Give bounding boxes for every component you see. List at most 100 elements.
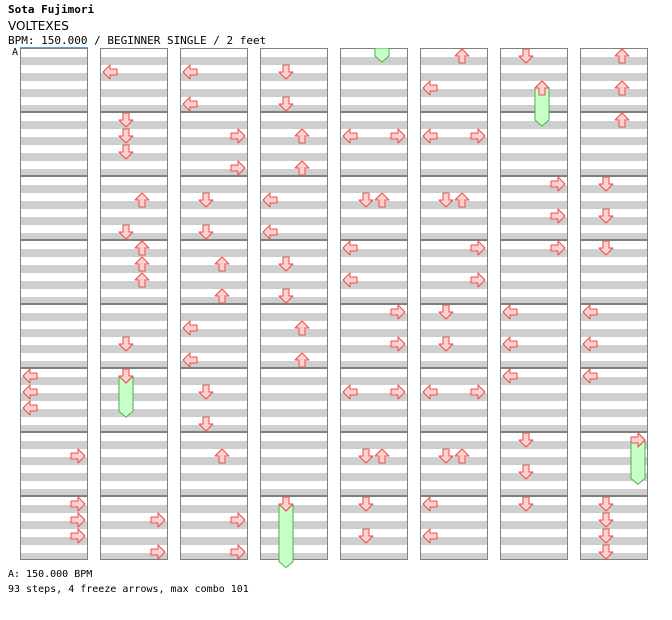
- step-arrow-left-icon: [342, 384, 358, 400]
- measure-box: [340, 368, 408, 432]
- step-arrow-left-icon: [342, 128, 358, 144]
- step-arrow-right-icon: [470, 128, 486, 144]
- step-arrow-right-icon: [390, 384, 406, 400]
- step-arrow-left-icon: [422, 80, 438, 96]
- step-arrow-down-icon: [358, 192, 374, 208]
- step-arrow-up-icon: [374, 448, 390, 464]
- step-arrow-right-icon: [550, 208, 566, 224]
- step-arrow-down-icon: [598, 512, 614, 528]
- step-arrow-right-icon: [390, 128, 406, 144]
- step-arrow-up-icon: [134, 256, 150, 272]
- step-arrow-down-icon: [598, 240, 614, 256]
- measure-box: [580, 176, 648, 240]
- measure-box: [20, 176, 88, 240]
- step-arrow-right-icon: [550, 176, 566, 192]
- artist-name: Sota Fujimori: [8, 3, 95, 16]
- measure-box: [180, 368, 248, 432]
- step-arrow-up-icon: [614, 80, 630, 96]
- step-arrow-left-icon: [502, 304, 518, 320]
- step-arrow-left-icon: [262, 224, 278, 240]
- step-arrow-up-icon: [454, 448, 470, 464]
- measure-box: [420, 48, 488, 112]
- step-arrow-left-icon: [182, 64, 198, 80]
- step-arrow-down-icon: [518, 496, 534, 512]
- measure-box: [500, 48, 568, 112]
- freeze-arrow-body: [118, 376, 134, 418]
- step-statistics: 93 steps, 4 freeze arrows, max combo 101: [8, 584, 249, 595]
- freeze-arrow-body: [278, 504, 294, 569]
- step-arrow-left-icon: [342, 240, 358, 256]
- measure-box: [500, 432, 568, 496]
- step-arrow-right-icon: [470, 384, 486, 400]
- measure-box: [20, 48, 88, 112]
- measure-box: [20, 432, 88, 496]
- step-arrow-up-icon: [214, 448, 230, 464]
- song-title: VOLTEXES: [8, 19, 69, 33]
- freeze-arrow-body: [630, 440, 646, 486]
- step-arrow-down-icon: [118, 144, 134, 160]
- freeze-arrow-body: [374, 48, 390, 63]
- step-arrow-left-icon: [502, 336, 518, 352]
- step-arrow-up-icon: [294, 320, 310, 336]
- step-arrow-left-icon: [182, 320, 198, 336]
- step-arrow-down-icon: [598, 544, 614, 560]
- step-arrow-right-icon: [70, 512, 86, 528]
- step-arrow-down-icon: [438, 336, 454, 352]
- step-arrow-right-icon: [230, 160, 246, 176]
- measure-box: [340, 48, 408, 112]
- measure-box: [260, 304, 328, 368]
- measure-box: [20, 112, 88, 176]
- measure-box: [580, 240, 648, 304]
- measure-box: [500, 112, 568, 176]
- measure-box: [340, 496, 408, 560]
- step-arrow-left-icon: [422, 128, 438, 144]
- measure-box: [20, 304, 88, 368]
- measure-box: [180, 240, 248, 304]
- measure-box: [100, 304, 168, 368]
- step-arrow-up-icon: [214, 288, 230, 304]
- step-arrow-down-icon: [598, 528, 614, 544]
- measure-box: [420, 112, 488, 176]
- step-arrow-left-icon: [422, 496, 438, 512]
- freeze-arrow-body: [534, 88, 550, 127]
- measure-box: [580, 48, 648, 112]
- step-arrow-down-icon: [118, 112, 134, 128]
- step-arrow-up-icon: [214, 256, 230, 272]
- step-arrow-up-icon: [134, 272, 150, 288]
- measure-box: [100, 48, 168, 112]
- freeze-arrow-head-icon: [278, 496, 294, 512]
- measure-box: [100, 240, 168, 304]
- measure-box: [20, 368, 88, 432]
- step-arrow-left-icon: [342, 272, 358, 288]
- step-arrow-down-icon: [438, 448, 454, 464]
- step-arrow-right-icon: [230, 544, 246, 560]
- measure-box: [420, 304, 488, 368]
- step-arrow-down-icon: [438, 192, 454, 208]
- step-arrow-right-icon: [150, 544, 166, 560]
- step-arrow-right-icon: [390, 304, 406, 320]
- step-arrow-down-icon: [118, 224, 134, 240]
- chart-info: BPM: 150.000 / BEGINNER SINGLE / 2 feet: [8, 34, 267, 47]
- measure-box: [180, 432, 248, 496]
- step-arrow-down-icon: [598, 496, 614, 512]
- step-arrow-left-icon: [262, 192, 278, 208]
- step-arrow-left-icon: [502, 368, 518, 384]
- step-arrow-down-icon: [278, 96, 294, 112]
- step-arrow-down-icon: [118, 336, 134, 352]
- measure-box: [420, 240, 488, 304]
- measure-box: [340, 432, 408, 496]
- freeze-arrow-head-icon: [534, 80, 550, 96]
- step-arrow-right-icon: [70, 448, 86, 464]
- step-arrow-down-icon: [518, 432, 534, 448]
- step-arrow-down-icon: [518, 48, 534, 64]
- step-arrow-down-icon: [358, 496, 374, 512]
- measure-box: [580, 496, 648, 560]
- measure-box: [420, 432, 488, 496]
- measure-box: [260, 496, 328, 560]
- step-arrow-down-icon: [598, 208, 614, 224]
- measure-box: [100, 368, 168, 432]
- step-arrow-down-icon: [278, 256, 294, 272]
- step-arrow-up-icon: [614, 48, 630, 64]
- step-arrow-right-icon: [470, 240, 486, 256]
- step-arrow-right-icon: [470, 272, 486, 288]
